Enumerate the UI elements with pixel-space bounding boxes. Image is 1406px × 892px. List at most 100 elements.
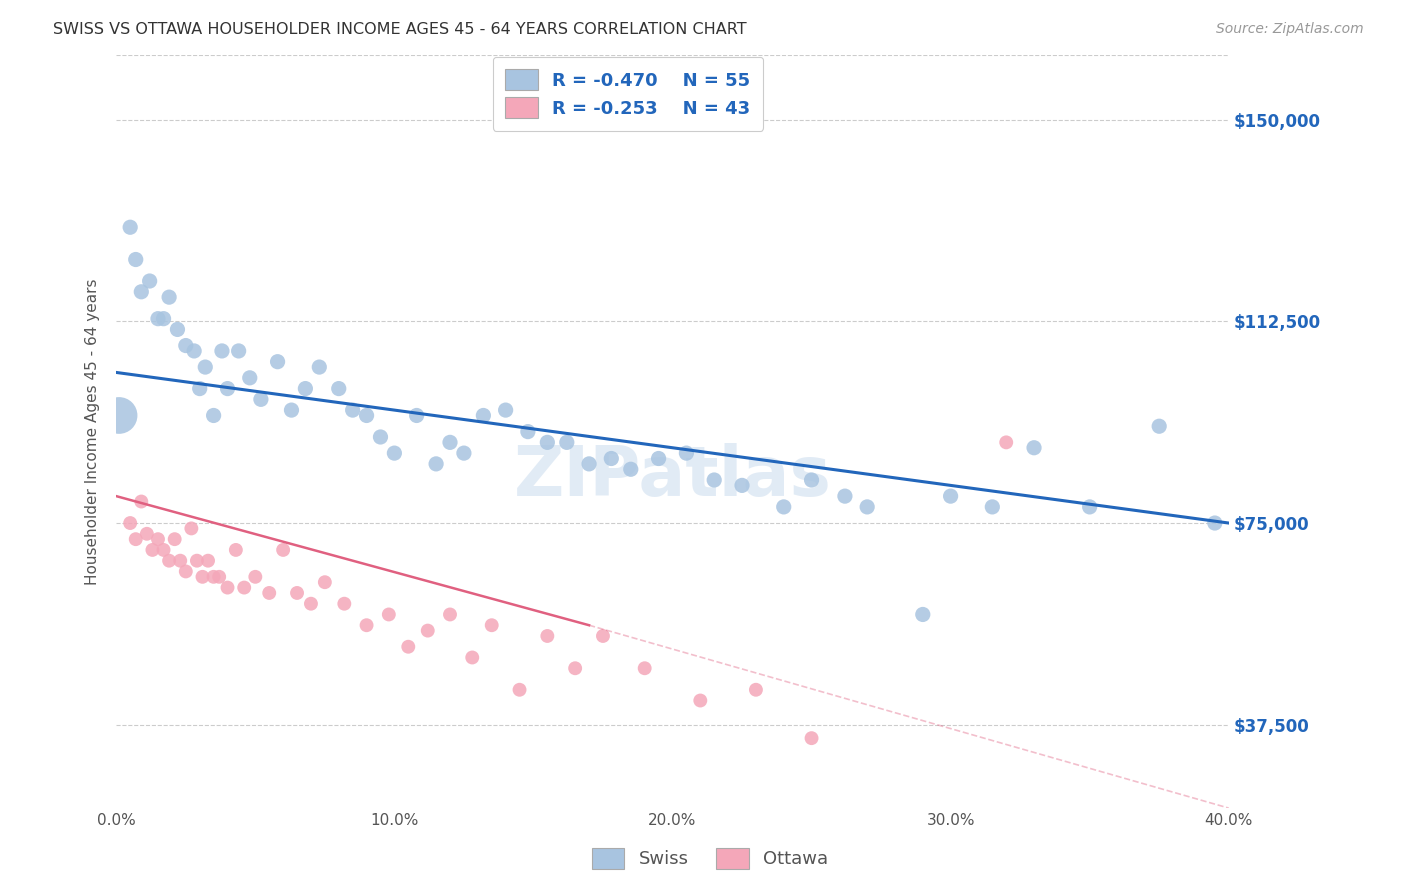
Point — [600, 451, 623, 466]
Point — [356, 618, 378, 632]
Point — [194, 360, 217, 375]
Point — [135, 526, 157, 541]
Point — [800, 473, 823, 487]
Point — [378, 607, 401, 622]
Point — [152, 543, 174, 558]
Point — [183, 343, 205, 358]
Point — [911, 607, 934, 622]
Point — [995, 435, 1018, 450]
Point — [208, 570, 231, 584]
Point — [1078, 500, 1101, 514]
Point — [578, 457, 600, 471]
Point — [257, 586, 280, 600]
Point — [266, 354, 288, 368]
Point — [772, 500, 794, 514]
Point — [856, 500, 879, 514]
Point — [146, 532, 169, 546]
Point — [314, 575, 336, 590]
Point — [939, 489, 962, 503]
Point — [834, 489, 856, 503]
Point — [250, 392, 273, 407]
Point — [197, 554, 219, 568]
Point — [689, 693, 711, 707]
Point — [188, 382, 211, 396]
Point — [157, 554, 180, 568]
Point — [239, 371, 262, 385]
Point — [228, 343, 250, 358]
Point — [202, 570, 225, 584]
Point — [620, 462, 643, 476]
Point — [536, 629, 558, 643]
Point — [141, 543, 163, 558]
Point — [472, 409, 495, 423]
Point — [202, 409, 225, 423]
Point — [342, 403, 364, 417]
Point — [217, 581, 239, 595]
Point — [439, 435, 461, 450]
Point — [125, 532, 148, 546]
Point — [481, 618, 503, 632]
Text: SWISS VS OTTAWA HOUSEHOLDER INCOME AGES 45 - 64 YEARS CORRELATION CHART: SWISS VS OTTAWA HOUSEHOLDER INCOME AGES … — [53, 22, 747, 37]
Point — [555, 435, 578, 450]
Legend: R = -0.470    N = 55, R = -0.253    N = 43: R = -0.470 N = 55, R = -0.253 N = 43 — [494, 56, 763, 131]
Point — [453, 446, 475, 460]
Point — [294, 382, 316, 396]
Point — [333, 597, 356, 611]
Point — [328, 382, 350, 396]
Point — [439, 607, 461, 622]
Point — [146, 311, 169, 326]
Point — [225, 543, 247, 558]
Point — [180, 521, 202, 535]
Point — [245, 570, 267, 584]
Point — [308, 360, 330, 375]
Point — [425, 457, 447, 471]
Point — [1204, 516, 1226, 530]
Point — [675, 446, 697, 460]
Point — [981, 500, 1004, 514]
Point — [163, 532, 186, 546]
Point — [592, 629, 614, 643]
Point — [285, 586, 308, 600]
Point — [129, 285, 152, 299]
Point — [800, 731, 823, 746]
Text: Source: ZipAtlas.com: Source: ZipAtlas.com — [1216, 22, 1364, 37]
Point — [217, 382, 239, 396]
Point — [108, 409, 131, 423]
Y-axis label: Householder Income Ages 45 - 64 years: Householder Income Ages 45 - 64 years — [86, 278, 100, 585]
Point — [169, 554, 191, 568]
Point — [174, 338, 197, 352]
Point — [536, 435, 558, 450]
Point — [405, 409, 427, 423]
Point — [703, 473, 725, 487]
Point — [211, 343, 233, 358]
Point — [516, 425, 538, 439]
Point — [509, 682, 531, 697]
Legend: Swiss, Ottawa: Swiss, Ottawa — [585, 840, 835, 876]
Point — [564, 661, 586, 675]
Point — [299, 597, 322, 611]
Point — [191, 570, 214, 584]
Point — [370, 430, 392, 444]
Point — [745, 682, 768, 697]
Point — [461, 650, 484, 665]
Text: ZIPatlas: ZIPatlas — [513, 443, 831, 510]
Point — [382, 446, 405, 460]
Point — [138, 274, 160, 288]
Point — [1022, 441, 1045, 455]
Point — [166, 322, 188, 336]
Point — [125, 252, 148, 267]
Point — [647, 451, 669, 466]
Point — [120, 516, 142, 530]
Point — [356, 409, 378, 423]
Point — [157, 290, 180, 304]
Point — [731, 478, 754, 492]
Point — [495, 403, 517, 417]
Point — [416, 624, 439, 638]
Point — [634, 661, 657, 675]
Point — [129, 494, 152, 508]
Point — [152, 311, 174, 326]
Point — [174, 565, 197, 579]
Point — [120, 220, 142, 235]
Point — [396, 640, 419, 654]
Point — [271, 543, 294, 558]
